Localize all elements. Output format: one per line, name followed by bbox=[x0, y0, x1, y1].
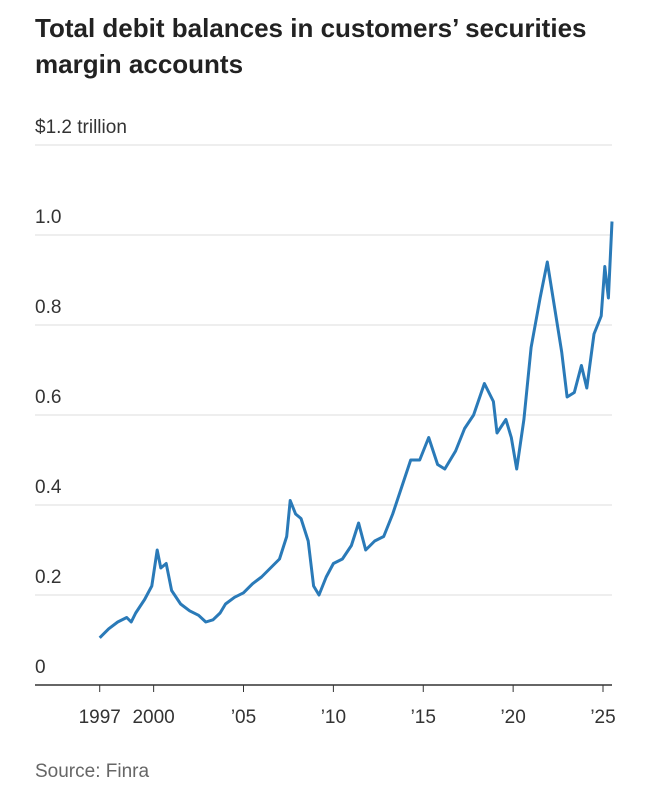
data-line bbox=[98, 221, 614, 639]
x-tick-label: 1997 bbox=[79, 707, 121, 728]
y-tick-label: 0.6 bbox=[35, 387, 61, 408]
y-tick-label: $1.2 trillion bbox=[35, 117, 127, 138]
y-tick-label: 0.4 bbox=[35, 477, 62, 498]
chart-title: Total debit balances in customers’ secur… bbox=[35, 13, 587, 79]
x-tick-label: ’05 bbox=[231, 707, 256, 728]
x-tick-label: 2000 bbox=[132, 707, 174, 728]
x-tick-label: ’20 bbox=[500, 707, 525, 728]
y-tick-label: 0.2 bbox=[35, 567, 61, 588]
x-tick-label: ’15 bbox=[411, 707, 436, 728]
y-tick-label: 0 bbox=[35, 657, 46, 678]
y-tick-label: 0.8 bbox=[35, 297, 61, 318]
source: Source: Finra bbox=[35, 761, 149, 782]
x-tick-label: ’10 bbox=[321, 707, 346, 728]
y-tick-label: 1.0 bbox=[35, 207, 61, 228]
x-tick-label: ’25 bbox=[590, 707, 615, 728]
